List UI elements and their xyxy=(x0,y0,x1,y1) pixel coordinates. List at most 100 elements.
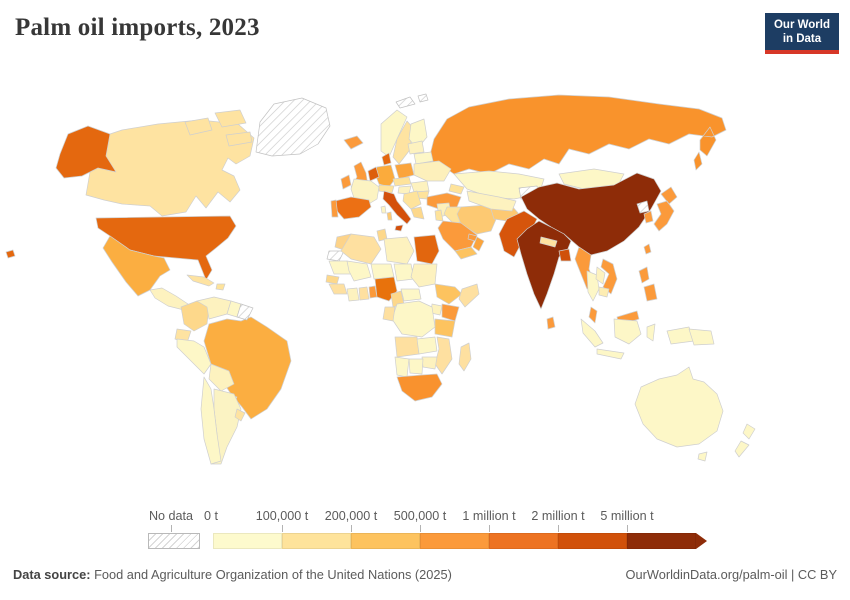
country-botswana[interactable] xyxy=(408,358,424,375)
country-peru[interactable] xyxy=(176,338,212,375)
legend-no-data-swatch[interactable] xyxy=(148,533,200,549)
country-ivory_coast[interactable] xyxy=(346,287,360,302)
country-india[interactable] xyxy=(516,220,572,310)
country-france[interactable] xyxy=(350,178,387,214)
country-oman[interactable] xyxy=(472,236,485,252)
country-bolivia[interactable] xyxy=(208,363,235,392)
legend-bin-segment-1[interactable] xyxy=(282,533,352,549)
legend-bin-segment-3[interactable] xyxy=(420,533,490,549)
country-iceland[interactable] xyxy=(343,135,364,150)
country-greenland[interactable] xyxy=(255,97,331,157)
country-niger[interactable] xyxy=(370,263,395,280)
country-portugal[interactable] xyxy=(330,199,339,218)
country-sri_lanka[interactable] xyxy=(546,316,556,330)
legend-tick-3 xyxy=(420,525,421,532)
country-sudan[interactable] xyxy=(410,263,438,288)
country-japan[interactable] xyxy=(653,186,678,232)
country-baltics[interactable] xyxy=(407,140,425,155)
legend-bin-label-2: 200,000 t xyxy=(324,509,378,523)
country-somalia[interactable] xyxy=(458,283,480,308)
country-mozambique[interactable] xyxy=(434,336,453,375)
country-congo_gabon[interactable] xyxy=(382,306,396,322)
country-spain[interactable] xyxy=(334,196,372,220)
country-north_korea[interactable] xyxy=(636,200,650,214)
country-zimbabwe[interactable] xyxy=(421,356,438,370)
country-uae[interactable] xyxy=(467,233,478,242)
legend-bin-segment-4[interactable] xyxy=(489,533,559,549)
legend-bin-label-3: 500,000 t xyxy=(393,509,447,523)
country-denmark[interactable] xyxy=(381,152,392,166)
country-caucasus[interactable] xyxy=(448,183,465,195)
country-mali[interactable] xyxy=(346,260,372,282)
legend-bin-segment-5[interactable] xyxy=(558,533,628,549)
legend-bin-segment-0[interactable] xyxy=(213,533,283,549)
country-kenya[interactable] xyxy=(441,303,460,322)
footer-credit-link[interactable]: OurWorldinData.org/palm-oil | CC BY xyxy=(625,567,837,582)
country-greece[interactable] xyxy=(410,206,425,220)
owid-logo[interactable]: Our World in Data xyxy=(764,13,839,55)
country-guinea[interactable] xyxy=(328,283,348,295)
country-new_zealand[interactable] xyxy=(734,423,756,458)
country-taiwan[interactable] xyxy=(643,243,652,255)
country-nepal[interactable] xyxy=(539,236,558,248)
owid-logo-line1: Our World xyxy=(773,19,830,31)
country-yemen[interactable] xyxy=(454,246,478,260)
country-sweden[interactable] xyxy=(392,120,415,165)
country-western_sahara[interactable] xyxy=(326,250,345,262)
country-czechia[interactable] xyxy=(392,176,412,187)
owid-logo-line2: in Data xyxy=(782,33,822,46)
country-bangladesh[interactable] xyxy=(558,248,572,262)
country-namibia[interactable] xyxy=(394,356,410,378)
country-zambia[interactable] xyxy=(416,336,438,355)
country-mexico[interactable] xyxy=(102,235,171,297)
country-madagascar[interactable] xyxy=(458,342,472,372)
country-ethiopia[interactable] xyxy=(434,283,463,305)
country-austria[interactable] xyxy=(378,184,395,194)
legend-bin-segment-2[interactable] xyxy=(351,533,421,549)
country-chile[interactable] xyxy=(200,376,222,465)
country-australia[interactable] xyxy=(634,366,724,462)
footer-datasource: Data source: Food and Agriculture Organi… xyxy=(13,567,452,582)
country-cambodia[interactable] xyxy=(598,286,610,298)
footer: Data source: Food and Agriculture Organi… xyxy=(0,562,850,588)
country-indonesia[interactable] xyxy=(580,318,695,360)
country-sardinia[interactable] xyxy=(386,211,393,221)
country-svalbard[interactable] xyxy=(395,93,429,109)
legend-tick-1 xyxy=(282,525,283,532)
country-arctic_islands[interactable] xyxy=(184,109,253,147)
legend-tick-4 xyxy=(489,525,490,532)
country-poland[interactable] xyxy=(394,162,415,180)
country-south_africa[interactable] xyxy=(396,373,443,402)
country-cuba[interactable] xyxy=(186,274,215,287)
country-russia[interactable] xyxy=(428,94,727,175)
country-central_african_republic[interactable] xyxy=(400,288,422,302)
legend-no-data-tick xyxy=(171,525,172,532)
country-uzbekistan_turkmenistan[interactable] xyxy=(466,190,517,212)
country-ghana[interactable] xyxy=(358,286,370,301)
country-uruguay[interactable] xyxy=(234,408,246,422)
legend-no-data-label: No data xyxy=(148,509,194,523)
legend-bin-segment-6[interactable] xyxy=(627,533,697,549)
country-balkans[interactable] xyxy=(402,190,422,210)
country-chad[interactable] xyxy=(393,263,415,282)
legend-bin-label-0: 0 t xyxy=(203,509,219,523)
country-belarus[interactable] xyxy=(413,151,434,165)
footer-datasource-label: Data source: xyxy=(13,567,91,582)
country-canada[interactable] xyxy=(83,119,255,217)
country-drc[interactable] xyxy=(391,300,436,338)
country-netherlands[interactable] xyxy=(367,166,380,182)
country-egypt[interactable] xyxy=(413,234,440,265)
country-ireland[interactable] xyxy=(340,174,352,190)
country-tanzania[interactable] xyxy=(434,318,456,338)
country-laos[interactable] xyxy=(595,266,606,285)
country-hispaniola[interactable] xyxy=(215,283,226,291)
country-angola[interactable] xyxy=(394,336,420,358)
country-papua_new_guinea[interactable] xyxy=(688,328,715,346)
country-italy[interactable] xyxy=(382,190,412,232)
country-south_korea[interactable] xyxy=(643,210,654,224)
country-libya[interactable] xyxy=(383,236,415,265)
country-philippines[interactable] xyxy=(638,266,658,302)
country-romania[interactable] xyxy=(410,180,430,193)
country-senegal[interactable] xyxy=(325,274,340,285)
country-suriname_guiana[interactable] xyxy=(236,303,254,321)
